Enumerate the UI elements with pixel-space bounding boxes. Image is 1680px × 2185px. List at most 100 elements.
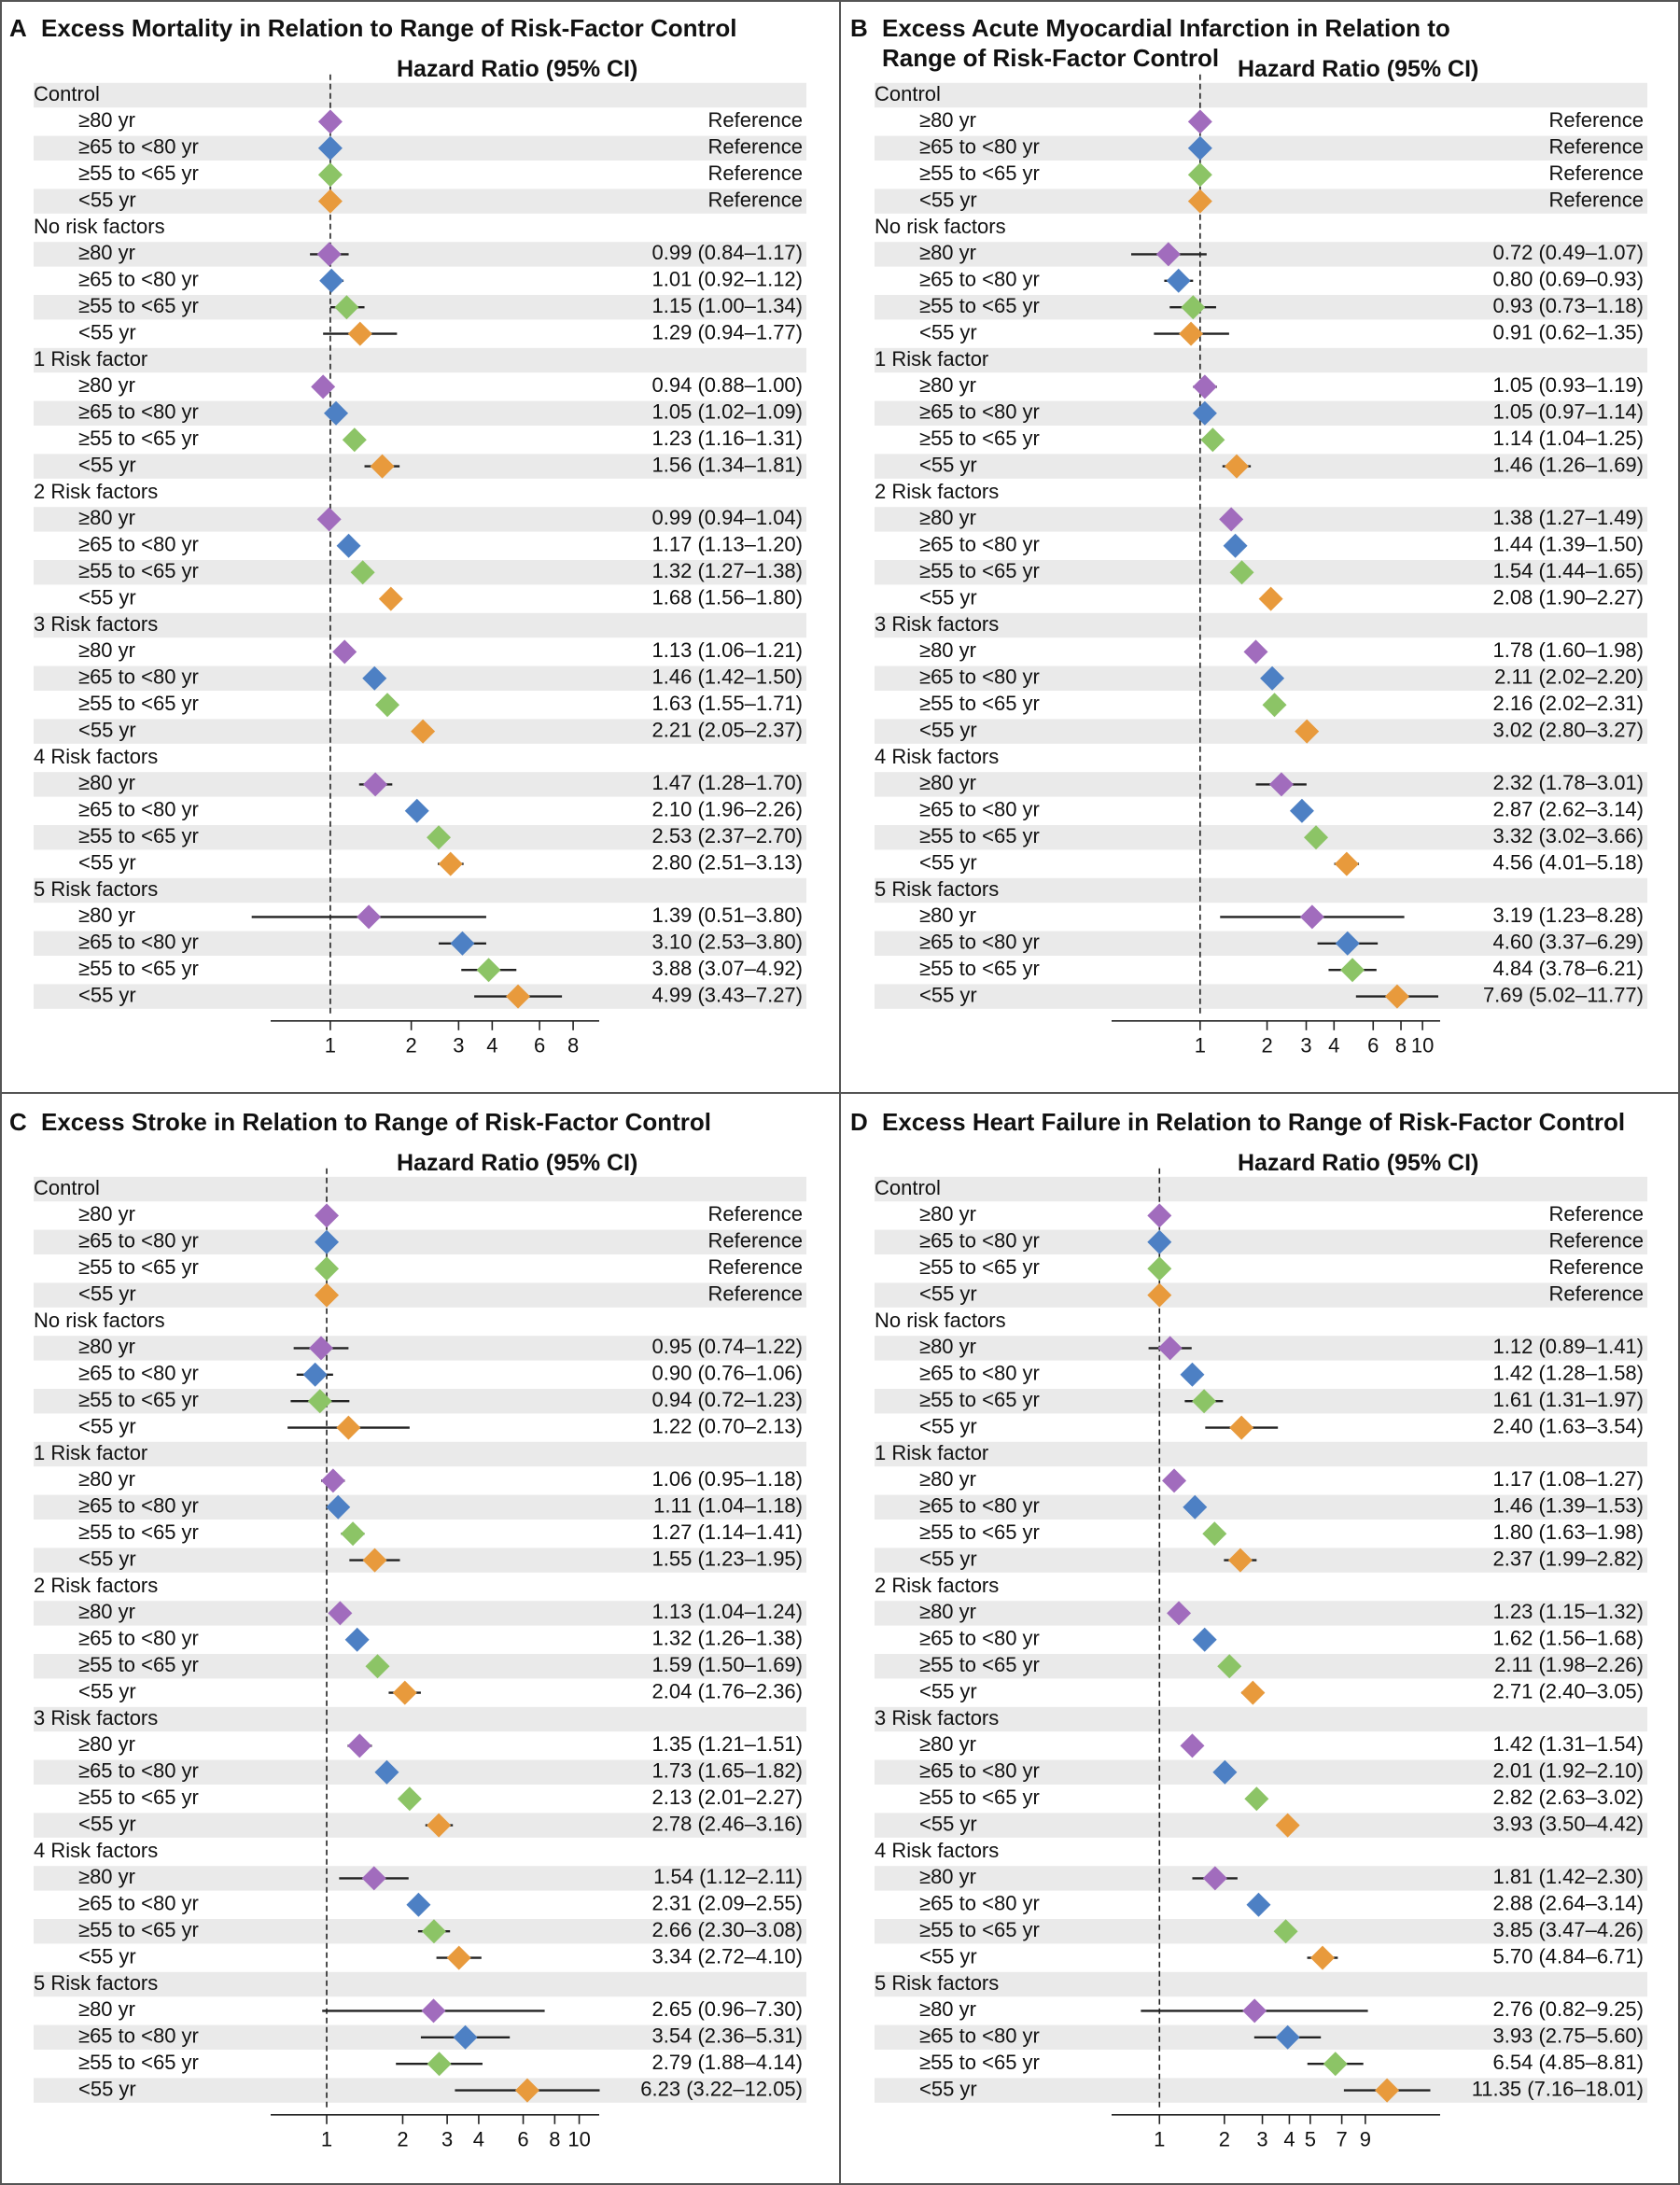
age-label: ≥80 yr [919,1335,976,1358]
hazard-ratio-value: 2.76 (0.82–9.25) [1493,1997,1644,2021]
hazard-ratio-value: 1.44 (1.39–1.50) [1493,533,1644,556]
row-stripe [875,984,1647,1009]
hazard-ratio-marker [1242,1998,1267,2024]
hazard-ratio-value: 1.38 (1.27–1.49) [1493,506,1644,529]
age-label: <55 yr [919,718,977,741]
hazard-ratio-value: 6.23 (3.22–12.05) [640,2077,803,2100]
hazard-ratio-marker [1275,2024,1300,2050]
row-stripe [34,1282,806,1308]
hazard-ratio-value: 2.08 (1.90–2.27) [1493,585,1644,609]
reference-label: Reference [707,1255,803,1279]
hazard-ratio-value: 2.01 (1.92–2.10) [1493,1759,1644,1783]
age-label: <55 yr [919,1944,977,1968]
hazard-ratio-marker [1295,719,1320,744]
group-label: No risk factors [34,215,165,238]
group-label: No risk factors [875,215,1006,238]
hazard-ratio-value: 2.78 (2.46–3.16) [652,1812,803,1835]
age-label: ≥55 to <65 yr [919,692,1040,715]
hazard-ratio-marker [320,1468,345,1493]
hazard-ratio-marker [1179,321,1204,346]
row-stripe [875,1282,1647,1308]
hazard-ratio-value: 1.11 (1.04–1.18) [653,1494,803,1518]
hazard-ratio-marker [1166,268,1191,293]
row-stripe [34,1441,806,1467]
age-label: ≥80 yr [78,771,135,794]
row-stripe [875,189,1647,214]
hazard-ratio-value: 2.87 (2.62–3.14) [1493,798,1644,821]
age-label: <55 yr [919,2077,977,2100]
row-stripe [34,1706,806,1732]
x-tick-label: 6 [534,1034,545,1057]
row-stripe [34,82,806,108]
age-label: ≥65 to <80 yr [78,1759,199,1783]
panel-a-title-text: Excess Mortality in Relation to Range of… [41,14,737,42]
hazard-ratio-value: 1.05 (1.02–1.09) [652,400,803,424]
row-stripe [875,719,1647,744]
x-tick-label: 1 [325,1034,336,1057]
hazard-ratio-marker [1155,242,1181,267]
panel-d-letter: D [850,1108,868,1136]
age-label: ≥55 to <65 yr [78,294,199,317]
hazard-ratio-marker [1275,1813,1300,1838]
hazard-ratio-marker [1309,1945,1335,1970]
row-stripe [34,135,806,161]
age-label: ≥65 to <80 yr [919,1892,1040,1915]
row-stripe [34,1176,806,1202]
row-stripe [875,347,1647,373]
hazard-ratio-marker [1187,135,1212,161]
hazard-ratio-value: 1.47 (1.28–1.70) [652,771,803,794]
age-label: ≥80 yr [919,1997,976,2021]
hazard-ratio-marker [514,2078,539,2103]
age-label: <55 yr [78,718,136,741]
hazard-ratio-value: 1.63 (1.55–1.71) [652,692,803,715]
hazard-ratio-label: Hazard Ratio (95% CI) [1238,1150,1479,1176]
group-label: 3 Risk factors [34,1706,158,1730]
age-label: <55 yr [78,1414,136,1437]
hazard-ratio-marker [347,321,372,346]
age-label: ≥80 yr [919,638,976,662]
row-stripe [875,135,1647,161]
age-label: ≥55 to <65 yr [919,1786,1040,1809]
age-label: ≥55 to <65 yr [919,559,1040,582]
hazard-ratio-value: 0.94 (0.72–1.23) [652,1388,803,1411]
reference-label: Reference [707,135,803,159]
age-label: ≥80 yr [78,506,135,529]
hazard-ratio-value: 2.65 (0.96–7.30) [652,1997,803,2021]
hazard-ratio-marker [334,295,359,320]
age-label: <55 yr [919,1282,977,1305]
row-stripe [34,242,806,267]
hazard-ratio-marker [453,2024,478,2050]
x-tick-label: 10 [1411,1034,1434,1057]
group-label: No risk factors [875,1309,1006,1332]
hazard-ratio-marker [1223,533,1248,558]
age-label: ≥80 yr [78,1202,135,1226]
forest-plot-a: Control ≥80 yr Reference ≥65 to <80 yr Refer… [34,74,806,1057]
hazard-ratio-value: 1.13 (1.04–1.24) [652,1600,803,1623]
hazard-ratio-marker [319,268,344,293]
row-stripe [875,1389,1647,1414]
age-label: ≥80 yr [78,638,135,662]
x-tick-label: 2 [406,1034,417,1057]
hazard-ratio-marker [1217,1654,1242,1679]
hazard-ratio-value: 2.66 (2.30–3.08) [652,1918,803,1941]
row-stripe [875,612,1647,638]
hazard-ratio-marker [336,1415,361,1440]
row-stripe [875,1866,1647,1891]
hazard-ratio-label: Hazard Ratio (95% CI) [397,1150,638,1176]
hazard-ratio-value: 2.53 (2.37–2.70) [652,824,803,847]
hazard-ratio-value: 2.21 (2.05–2.37) [652,718,803,741]
row-stripe [34,1229,806,1254]
hazard-ratio-value: 1.29 (0.94–1.77) [652,320,803,343]
row-stripe [34,295,806,320]
age-label: <55 yr [78,1812,136,1835]
hazard-ratio-marker [421,1998,446,2024]
age-label: ≥55 to <65 yr [78,1653,199,1676]
row-stripe [875,295,1647,320]
row-stripe [875,1494,1647,1520]
panel-b-title-text: Excess Acute Myocardial Infarction in Re… [882,14,1450,72]
hazard-ratio-marker [1192,374,1217,399]
x-tick-label: 9 [1360,2128,1371,2151]
reference-label: Reference [707,161,803,185]
hazard-ratio-marker [1224,454,1249,479]
age-label: ≥65 to <80 yr [919,798,1040,821]
